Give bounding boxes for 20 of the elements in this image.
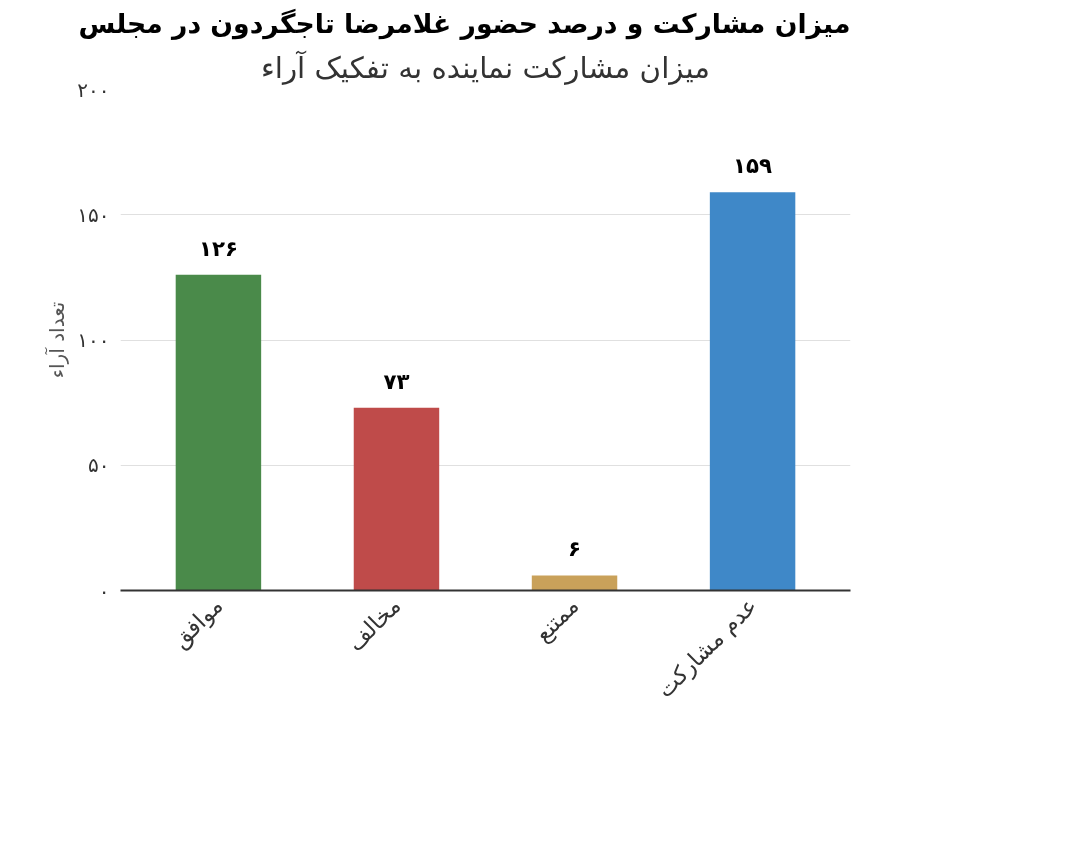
y-tick-label: ۵۰ bbox=[88, 453, 110, 478]
x-tick-label: ممتنع bbox=[529, 592, 585, 648]
chart-subtitle: میزان مشارکت نماینده به تفکیک آراء bbox=[260, 49, 711, 85]
y-tick-label: ۱۵۰ bbox=[77, 202, 110, 227]
y-tick-label: ۰ bbox=[98, 578, 110, 603]
bar bbox=[709, 192, 796, 591]
data-label: ۶ bbox=[568, 536, 582, 562]
bar bbox=[353, 407, 440, 591]
bar bbox=[531, 575, 618, 591]
x-tick-label: عدم مشارکت bbox=[651, 592, 763, 704]
data-label: ۱۲۶ bbox=[198, 235, 238, 261]
bar bbox=[175, 274, 262, 591]
y-tick-label: ۱۰۰ bbox=[77, 328, 110, 352]
x-tick-label: مخالف bbox=[342, 592, 406, 656]
x-tick-label: موافق bbox=[166, 592, 229, 654]
y-axis-title: تعداد آراء bbox=[44, 301, 70, 379]
y-tick-label: ۲۰۰ bbox=[77, 77, 110, 102]
chart-title: میزان مشارکت و درصد حضور غلامرضا تاجگردون در مجلس bbox=[78, 7, 851, 40]
data-label: ۷۳ bbox=[383, 368, 410, 394]
data-label: ۱۵۹ bbox=[733, 153, 773, 179]
